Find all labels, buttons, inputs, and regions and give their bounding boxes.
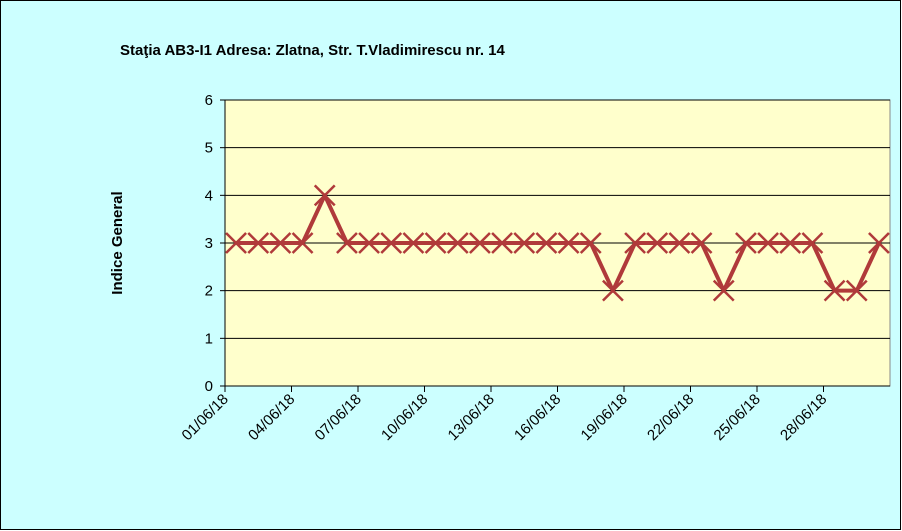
marker: [757, 232, 779, 254]
marker: [624, 232, 646, 254]
marker: [247, 232, 270, 254]
marker: [690, 232, 713, 254]
marker: [225, 232, 247, 254]
marker: [801, 232, 824, 254]
marker: [313, 184, 336, 207]
y-tick-label: 6: [205, 92, 213, 109]
marker: [535, 232, 558, 254]
marker: [602, 279, 624, 302]
marker: [557, 232, 580, 254]
marker: [469, 232, 491, 254]
marker: [291, 232, 314, 254]
marker: [402, 232, 425, 254]
y-axis-label: Indice General: [109, 191, 126, 294]
marker: [712, 279, 735, 302]
marker: [646, 232, 669, 254]
y-tick-label: 5: [205, 140, 213, 157]
marker: [358, 232, 380, 254]
marker: [269, 232, 292, 254]
marker: [668, 232, 691, 254]
marker: [868, 232, 890, 254]
y-tick-label: 2: [205, 283, 213, 300]
marker: [579, 232, 602, 254]
marker: [336, 232, 358, 254]
y-tick-label: 0: [205, 378, 213, 395]
marker: [823, 279, 846, 302]
marker: [845, 279, 868, 302]
y-tick-label: 4: [205, 187, 213, 204]
marker: [380, 232, 403, 254]
chart-title: Staţia AB3-I1 Adresa: Zlatna, Str. T.Vla…: [120, 42, 506, 59]
line: [236, 193, 881, 293]
marker: [491, 232, 513, 254]
y-tick-label: 3: [205, 235, 213, 252]
marker: [735, 232, 757, 254]
marker: [446, 232, 469, 254]
y-tick-label: 1: [205, 330, 213, 347]
marker: [424, 232, 447, 254]
marker: [779, 232, 802, 254]
marker: [513, 232, 536, 254]
